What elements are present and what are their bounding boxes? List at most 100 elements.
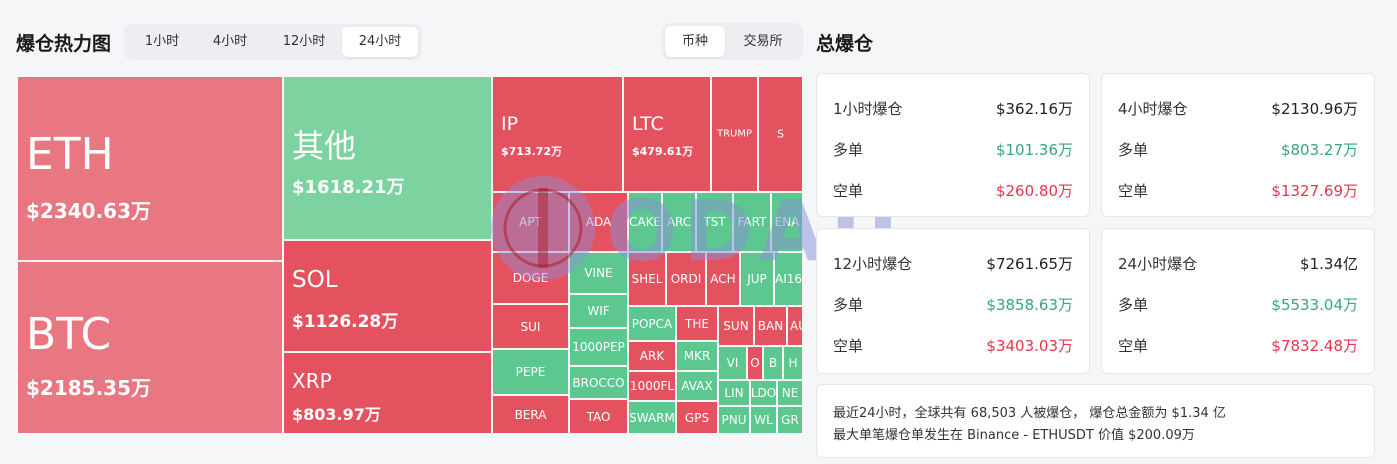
tile-eth-name: ETH [26,129,114,180]
card-1h-short-value: $260.80万 [995,182,1073,200]
tile-doge[interactable]: DOGE [492,252,569,304]
tile-wld[interactable]: WL [750,406,777,434]
tile-grass-name: GR [781,413,799,427]
tile-xrp[interactable]: XRP $803.97万 [283,352,492,434]
tile-ark[interactable]: ARK [628,341,676,371]
tile-sui[interactable]: SUI [492,304,569,349]
tile-popcat[interactable]: POPCA [628,306,676,341]
tile-ldo[interactable]: LDO [750,380,777,406]
tile-other-name: 其他 [292,127,357,165]
tile-sun[interactable]: SUN [718,306,754,346]
tile-other[interactable]: 其他 $1618.21万 [283,76,492,240]
tile-ltc-value: $479.61万 [632,145,694,158]
tile-ban-name: BAN [757,319,784,333]
tile-lin-name: LIN [724,386,744,400]
summary-line-1: 最近24小时，全球共有 68,503 人被爆仓， 爆仓总金额为 $1.34 亿 [833,406,1226,421]
card-24h-total: $1.34亿 [1300,255,1358,273]
tile-1000pepe-name: 1000PEP [572,340,625,354]
tile-the[interactable]: THE [676,306,718,341]
tile-pepe[interactable]: PEPE [492,349,569,395]
heatmap-title: 爆仓热力图 [16,33,112,55]
summary-line-2: 最大单笔爆仓单发生在 Binance - ETHUSDT 价值 $200.09万 [833,428,1195,443]
tile-cake[interactable]: CAKE [628,192,662,252]
liquidation-card-4h: 4小时爆仓 $2130.96万 多单 $803.27万 空单 $1327.69万 [1101,73,1375,217]
tile-bera[interactable]: BERA [492,395,569,434]
tile-sol-value: $1126.28万 [292,312,399,332]
tile-tst-name: TST [703,215,726,229]
tile-ordi[interactable]: ORDI [666,252,706,306]
tile-vine[interactable]: VINE [569,252,628,294]
tile-vi[interactable]: VI [718,346,747,380]
card-4h-label: 4小时爆仓 [1118,100,1188,118]
mode-exchange-button[interactable]: 交易所 [743,34,783,49]
tile-pnut[interactable]: PNU [718,406,750,434]
tile-1000pepe[interactable]: 1000PEP [569,328,628,366]
tile-lin[interactable]: LIN [718,380,750,406]
tile-eth[interactable]: ETH $2340.63万 [17,76,283,261]
mode-coin-button[interactable]: 币种 [665,26,725,57]
tile-wif[interactable]: WIF [569,294,628,328]
card-24h-long-label: 多单 [1118,296,1149,314]
timeframe-1h-button[interactable]: 1小时 [144,34,180,49]
card-24h-long-value: $5533.04万 [1271,296,1358,314]
tile-ban[interactable]: BAN [754,306,787,346]
timeframe-24h-button[interactable]: 24小时 [342,27,418,57]
timeframe-4h-button[interactable]: 4小时 [212,34,248,49]
liquidation-card-12h: 12小时爆仓 $7261.65万 多单 $3858.63万 空单 $3403.03万 [816,228,1090,374]
tile-ach-name: ACH [710,272,736,286]
card-1h-long-value: $101.36万 [995,141,1073,159]
tile-o[interactable]: O [747,346,763,380]
tile-wif-name: WIF [587,304,610,318]
tile-shell[interactable]: SHEL [628,252,666,306]
tile-btc[interactable]: BTC $2185.35万 [17,261,283,434]
tile-ena[interactable]: ENA [771,192,803,252]
card-4h-short-label: 空单 [1118,182,1149,200]
liquidation-summary: 最近24小时，全球共有 68,503 人被爆仓， 爆仓总金额为 $1.34 亿 … [816,384,1375,458]
tile-fart[interactable]: FART [733,192,771,252]
tile-s[interactable]: S [758,76,803,192]
tile-apt-name: APT [519,215,542,229]
tile-avax[interactable]: AVAX [676,371,718,401]
tile-au[interactable]: AU [787,306,803,346]
timeframe-12h-button[interactable]: 12小时 [282,34,326,49]
tile-ada-name: ADA [585,215,612,229]
tile-1000floki-name: 1000FL [629,379,675,393]
tile-ip[interactable]: IP $713.72万 [492,76,623,192]
tile-trump[interactable]: TRUMP [711,76,758,192]
tile-pnut-name: PNU [721,413,747,427]
tile-the-name: THE [685,316,709,331]
tile-swarm-name: SWARM [629,410,675,425]
card-24h-short-label: 空单 [1118,337,1149,355]
tile-ip-name: IP [501,113,519,135]
tile-ne-name: NE [781,386,799,400]
tile-ordi-name: ORDI [670,272,702,286]
tile-arc[interactable]: ARC [662,192,696,252]
tile-brocc[interactable]: BROCCO [569,366,628,399]
total-liquidation-title: 总爆仓 [816,33,874,55]
tile-gps[interactable]: GPS [676,401,718,434]
tile-swarm[interactable]: SWARM [628,401,676,434]
tile-ne[interactable]: NE [777,380,803,406]
tile-ach[interactable]: ACH [706,252,740,306]
card-4h-short-value: $1327.69万 [1271,182,1358,200]
tile-sun-name: SUN [723,319,749,333]
tile-h[interactable]: H [783,346,803,380]
card-1h-total: $362.16万 [995,100,1073,118]
tile-1000floki[interactable]: 1000FL [628,371,676,401]
tile-ldo-name: LDO [750,386,777,400]
tile-arc-name: ARC [666,215,692,229]
tile-mkr[interactable]: MKR [676,341,718,371]
tile-au-name: AU [790,319,802,333]
tile-tao[interactable]: TAO [569,399,628,434]
tile-jup[interactable]: JUP [740,252,774,306]
tile-vi-name: VI [726,356,739,370]
tile-apt[interactable]: APT [492,192,569,252]
tile-sol[interactable]: SOL $1126.28万 [283,240,492,352]
tile-tst[interactable]: TST [696,192,733,252]
tile-ltc[interactable]: LTC $479.61万 [623,76,711,192]
tile-ada[interactable]: ADA [569,192,628,252]
tile-grass[interactable]: GR [777,406,803,434]
card-1h-label: 1小时爆仓 [833,100,903,118]
tile-b[interactable]: B [763,346,783,380]
tile-ai16z[interactable]: AI16 [774,252,803,306]
